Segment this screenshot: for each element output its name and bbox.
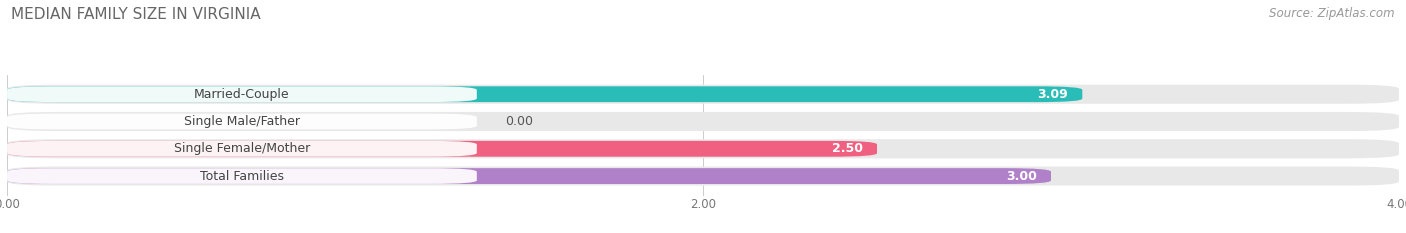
Text: Single Male/Father: Single Male/Father bbox=[184, 115, 299, 128]
Text: 0.00: 0.00 bbox=[505, 115, 533, 128]
Text: 2.50: 2.50 bbox=[832, 142, 863, 155]
FancyBboxPatch shape bbox=[7, 167, 1399, 186]
Text: MEDIAN FAMILY SIZE IN VIRGINIA: MEDIAN FAMILY SIZE IN VIRGINIA bbox=[11, 7, 262, 22]
Text: Single Female/Mother: Single Female/Mother bbox=[174, 142, 311, 155]
Text: Married-Couple: Married-Couple bbox=[194, 88, 290, 101]
FancyBboxPatch shape bbox=[7, 86, 477, 102]
FancyBboxPatch shape bbox=[7, 112, 1399, 131]
FancyBboxPatch shape bbox=[7, 86, 1083, 102]
FancyBboxPatch shape bbox=[7, 168, 477, 184]
Text: 3.09: 3.09 bbox=[1038, 88, 1069, 101]
Text: Total Families: Total Families bbox=[200, 170, 284, 183]
Text: Source: ZipAtlas.com: Source: ZipAtlas.com bbox=[1270, 7, 1395, 20]
Text: 3.00: 3.00 bbox=[1007, 170, 1038, 183]
FancyBboxPatch shape bbox=[7, 141, 477, 157]
FancyBboxPatch shape bbox=[7, 85, 1399, 104]
FancyBboxPatch shape bbox=[7, 114, 477, 129]
FancyBboxPatch shape bbox=[7, 139, 1399, 158]
FancyBboxPatch shape bbox=[7, 141, 877, 157]
FancyBboxPatch shape bbox=[7, 168, 1050, 184]
